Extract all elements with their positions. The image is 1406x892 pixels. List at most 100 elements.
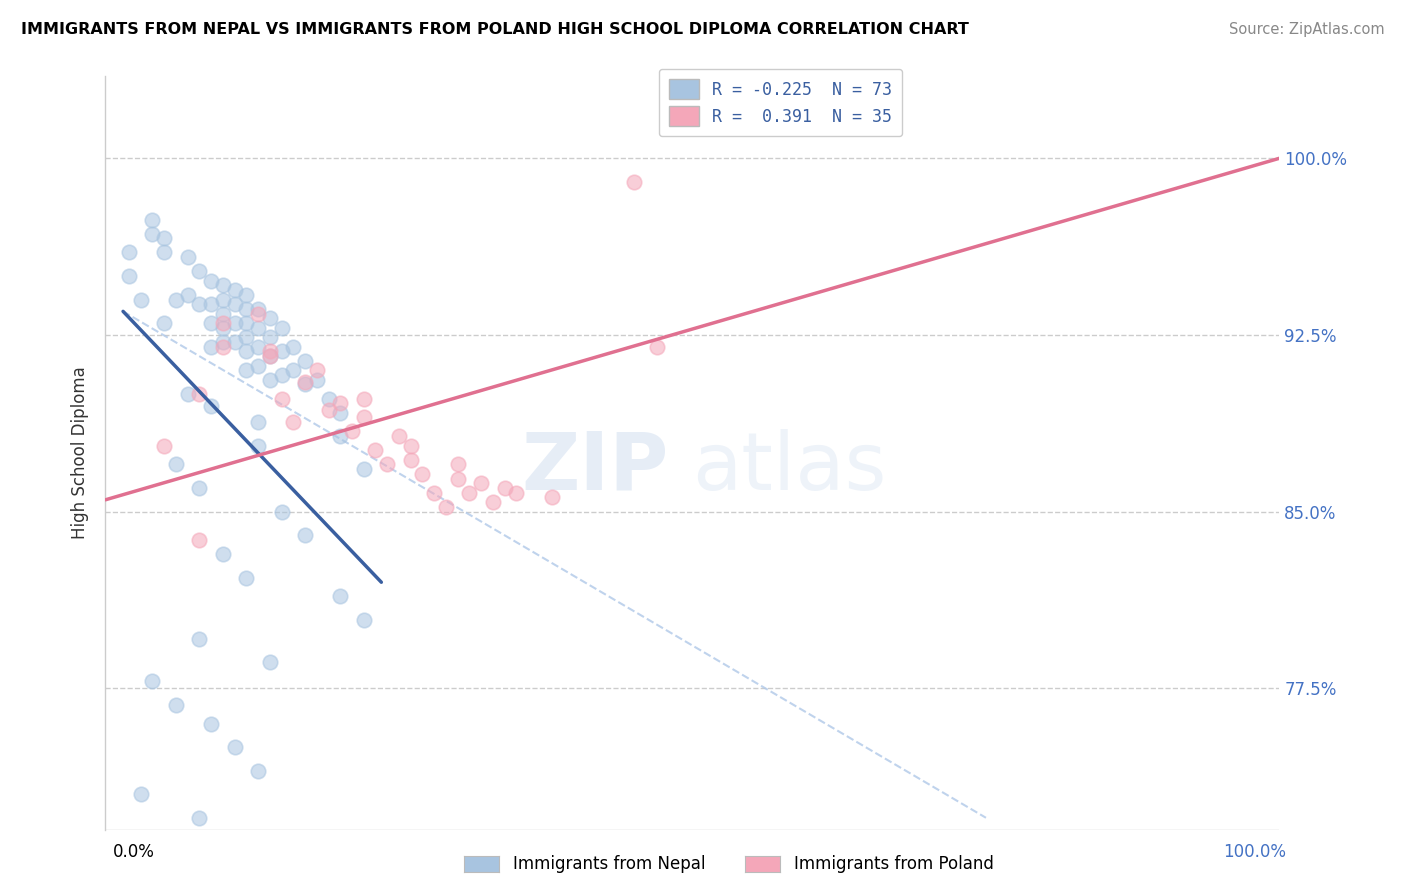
Point: [294, 377, 316, 392]
Point: [259, 330, 281, 344]
Point: [470, 476, 492, 491]
Point: [411, 467, 433, 481]
Point: [247, 439, 270, 453]
Point: [458, 485, 481, 500]
Point: [294, 528, 316, 542]
Point: [247, 301, 270, 316]
Point: [329, 406, 352, 420]
Text: Immigrants from Poland: Immigrants from Poland: [794, 855, 994, 873]
Point: [247, 415, 270, 429]
Point: [259, 344, 281, 359]
Point: [388, 429, 411, 443]
Point: [165, 458, 187, 472]
Point: [329, 396, 352, 410]
Point: [153, 231, 176, 245]
Point: [329, 590, 352, 604]
Point: [224, 316, 246, 330]
Point: [200, 716, 222, 731]
Point: [235, 316, 257, 330]
Point: [211, 334, 233, 349]
Point: [188, 632, 211, 646]
Point: [211, 293, 233, 307]
Point: [283, 415, 305, 429]
Point: [188, 533, 211, 547]
Point: [141, 212, 163, 227]
Point: [224, 297, 246, 311]
Point: [305, 373, 328, 387]
Point: [270, 344, 292, 359]
Point: [294, 354, 316, 368]
Point: [165, 293, 187, 307]
Point: [375, 458, 398, 472]
Point: [305, 363, 328, 377]
Point: [318, 403, 340, 417]
Point: [176, 288, 198, 302]
Point: [235, 288, 257, 302]
Point: [165, 698, 187, 712]
Point: [211, 340, 233, 354]
Point: [188, 297, 211, 311]
Point: [235, 344, 257, 359]
Point: [482, 495, 505, 509]
Point: [353, 410, 375, 425]
Point: [259, 311, 281, 326]
Text: Immigrants from Nepal: Immigrants from Nepal: [513, 855, 706, 873]
Point: [153, 316, 176, 330]
Point: [494, 481, 516, 495]
Point: [211, 307, 233, 321]
Point: [247, 321, 270, 335]
Point: [270, 392, 292, 406]
Point: [235, 330, 257, 344]
Point: [247, 307, 270, 321]
Point: [211, 321, 233, 335]
Point: [118, 245, 141, 260]
Point: [188, 481, 211, 495]
Text: atlas: atlas: [693, 429, 887, 507]
Point: [645, 340, 668, 354]
Text: 0.0%: 0.0%: [112, 843, 155, 861]
Point: [176, 250, 198, 264]
Point: [235, 570, 257, 584]
Point: [329, 429, 352, 443]
Point: [283, 363, 305, 377]
Point: [247, 764, 270, 778]
Point: [188, 811, 211, 825]
Point: [211, 547, 233, 561]
Point: [235, 363, 257, 377]
Point: [340, 425, 363, 439]
Point: [270, 321, 292, 335]
Point: [364, 443, 387, 458]
Point: [200, 399, 222, 413]
Legend: R = -0.225  N = 73, R =  0.391  N = 35: R = -0.225 N = 73, R = 0.391 N = 35: [659, 69, 903, 136]
Point: [200, 340, 222, 354]
Point: [434, 500, 457, 514]
Point: [399, 452, 422, 467]
Point: [353, 462, 375, 476]
Point: [211, 316, 233, 330]
Point: [224, 283, 246, 297]
Point: [294, 375, 316, 389]
Point: [188, 264, 211, 278]
Point: [353, 392, 375, 406]
Point: [423, 485, 446, 500]
Point: [259, 349, 281, 363]
Point: [247, 359, 270, 373]
Point: [224, 334, 246, 349]
Text: IMMIGRANTS FROM NEPAL VS IMMIGRANTS FROM POLAND HIGH SCHOOL DIPLOMA CORRELATION : IMMIGRANTS FROM NEPAL VS IMMIGRANTS FROM…: [21, 22, 969, 37]
Point: [283, 340, 305, 354]
Point: [176, 386, 198, 401]
Point: [505, 485, 527, 500]
Y-axis label: High School Diploma: High School Diploma: [72, 367, 90, 539]
Point: [153, 439, 176, 453]
Point: [153, 245, 176, 260]
Point: [200, 274, 222, 288]
Point: [270, 368, 292, 382]
Point: [188, 386, 211, 401]
Point: [211, 278, 233, 293]
Text: 100.0%: 100.0%: [1223, 843, 1286, 861]
Point: [540, 491, 562, 505]
Point: [270, 505, 292, 519]
Point: [129, 787, 152, 801]
Point: [235, 301, 257, 316]
Point: [200, 297, 222, 311]
